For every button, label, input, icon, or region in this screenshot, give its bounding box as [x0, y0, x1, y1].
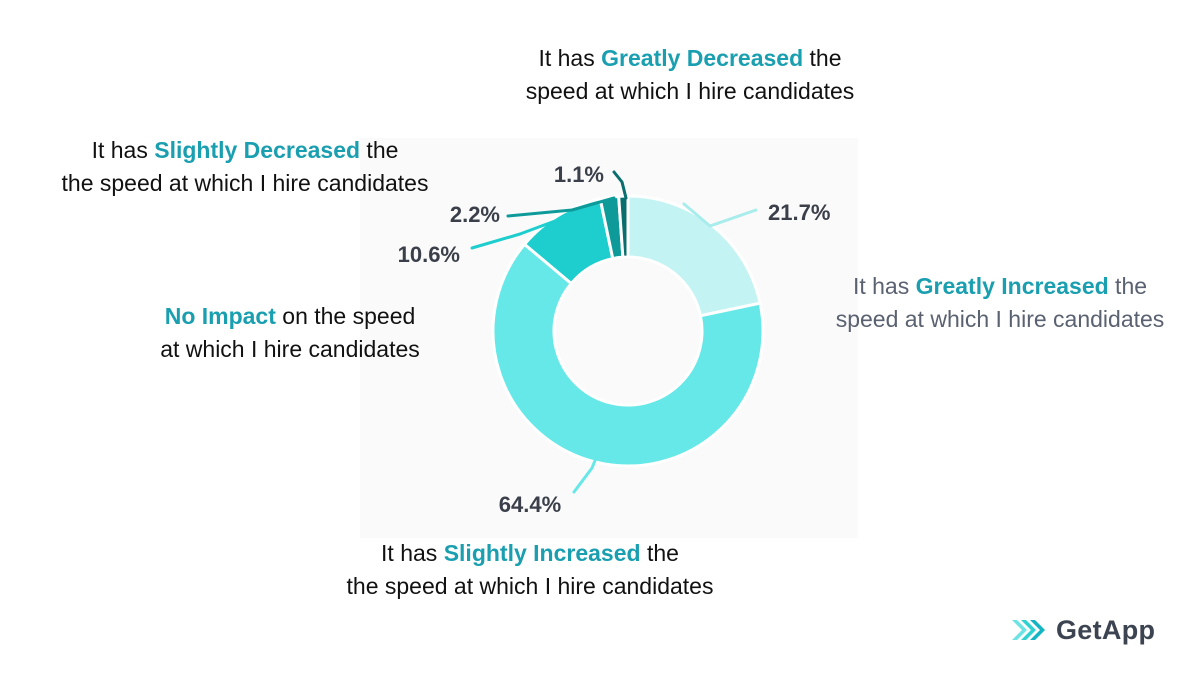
data-label: 64.4% [499, 492, 561, 517]
leader-line [682, 202, 758, 228]
data-label: 21.7% [768, 200, 830, 225]
label-no-impact: No Impact on the speed at which I hire c… [160, 303, 420, 362]
leader-line [506, 196, 616, 218]
donut-chart: 21.7% 64.4% 10.6% 2.2% 1.1% [398, 162, 831, 517]
leader-line [470, 216, 565, 250]
label-greatly-decreased: It has Greatly Decreased the speed at wh… [525, 45, 855, 104]
leader-line [612, 170, 628, 200]
data-label: 10.6% [398, 242, 460, 267]
label-slightly-increased: It has Slightly Increased the the speed … [346, 540, 714, 599]
chart-panel: 21.7% 64.4% 10.6% 2.2% 1.1% [360, 138, 858, 538]
slice-slightly-increased [491, 242, 765, 468]
data-label: 1.1% [554, 162, 604, 187]
slice-greatly-increased [626, 194, 762, 318]
getapp-logo: GetApp [1010, 610, 1155, 650]
getapp-chevrons-icon [1012, 620, 1045, 640]
leader-line [572, 456, 598, 494]
brand-name: GetApp [1056, 614, 1156, 645]
label-slightly-decreased: It has Slightly Decreased the the speed … [61, 137, 429, 196]
slice-greatly-decreased [617, 194, 630, 259]
label-greatly-increased: It has Greatly Increased the speed at wh… [835, 273, 1165, 332]
data-label: 2.2% [450, 202, 500, 227]
